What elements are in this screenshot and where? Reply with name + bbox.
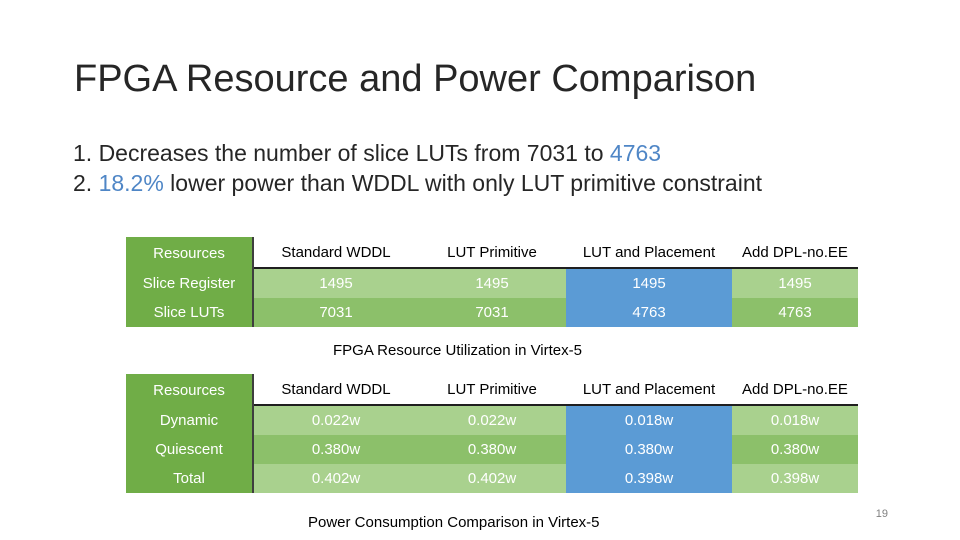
bullet-2-highlight: 18.2% [98, 170, 164, 196]
bullet-1-highlight: 4763 [609, 140, 662, 166]
table-row: Slice LUTs 7031 7031 4763 4763 [126, 298, 858, 327]
resource-table: Resources Standard WDDL LUT Primitive LU… [126, 237, 858, 327]
table-cell: 0.380w [418, 435, 566, 464]
table-row: Total 0.402w 0.402w 0.398w 0.398w [126, 464, 858, 493]
table-row: Slice Register 1495 1495 1495 1495 [126, 269, 858, 298]
table-cell: 1495 [566, 269, 732, 298]
power-table: Resources Standard WDDL LUT Primitive LU… [126, 374, 858, 493]
header-cell: LUT Primitive [418, 237, 566, 269]
header-cell: LUT Primitive [418, 374, 566, 406]
header-cell: Add DPL-no.EE [732, 374, 858, 406]
table-cell: 7031 [254, 298, 418, 327]
bullet-item-1: 1. Decreases the number of slice LUTs fr… [73, 138, 762, 168]
table-cell: 0.398w [732, 464, 858, 493]
table-header-row: Resources Standard WDDL LUT Primitive LU… [126, 237, 858, 269]
bullet-1-text: 1. Decreases the number of slice LUTs fr… [73, 140, 610, 166]
table-cell: 0.022w [254, 406, 418, 435]
table-cell: 1495 [254, 269, 418, 298]
header-cell: LUT and Placement [566, 374, 732, 406]
table-cell: 0.380w [566, 435, 732, 464]
slide-title: FPGA Resource and Power Comparison [74, 58, 757, 100]
bullet-list: 1. Decreases the number of slice LUTs fr… [73, 138, 762, 198]
bullet-item-2: 2. 18.2% lower power than WDDL with only… [73, 168, 762, 198]
table-cell: 0.022w [418, 406, 566, 435]
row-label: Slice LUTs [126, 298, 254, 327]
table-cell: 0.380w [254, 435, 418, 464]
bullet-2-prefix: 2. [73, 170, 99, 196]
table-cell: 0.402w [254, 464, 418, 493]
header-cell: Standard WDDL [254, 374, 418, 406]
row-label: Quiescent [126, 435, 254, 464]
table-cell: 4763 [566, 298, 732, 327]
table-cell: 0.380w [732, 435, 858, 464]
table-row: Quiescent 0.380w 0.380w 0.380w 0.380w [126, 435, 858, 464]
table-cell: 0.402w [418, 464, 566, 493]
header-cell: Resources [126, 374, 254, 406]
table-cell: 1495 [732, 269, 858, 298]
table-cell: 0.018w [732, 406, 858, 435]
table-cell: 7031 [418, 298, 566, 327]
header-cell: Add DPL-no.EE [732, 237, 858, 269]
table-header-row: Resources Standard WDDL LUT Primitive LU… [126, 374, 858, 406]
header-cell: LUT and Placement [566, 237, 732, 269]
table-cell: 1495 [418, 269, 566, 298]
power-table-caption: Power Consumption Comparison in Virtex-5 [308, 514, 600, 531]
header-cell: Standard WDDL [254, 237, 418, 269]
row-label: Dynamic [126, 406, 254, 435]
row-label: Slice Register [126, 269, 254, 298]
table-row: Dynamic 0.022w 0.022w 0.018w 0.018w [126, 406, 858, 435]
table-cell: 4763 [732, 298, 858, 327]
row-label: Total [126, 464, 254, 493]
table-cell: 0.018w [566, 406, 732, 435]
table-cell: 0.398w [566, 464, 732, 493]
page-number: 19 [875, 508, 888, 520]
bullet-2-text: lower power than WDDL with only LUT prim… [163, 170, 763, 196]
header-cell: Resources [126, 237, 254, 269]
resource-table-caption: FPGA Resource Utilization in Virtex-5 [333, 342, 582, 359]
